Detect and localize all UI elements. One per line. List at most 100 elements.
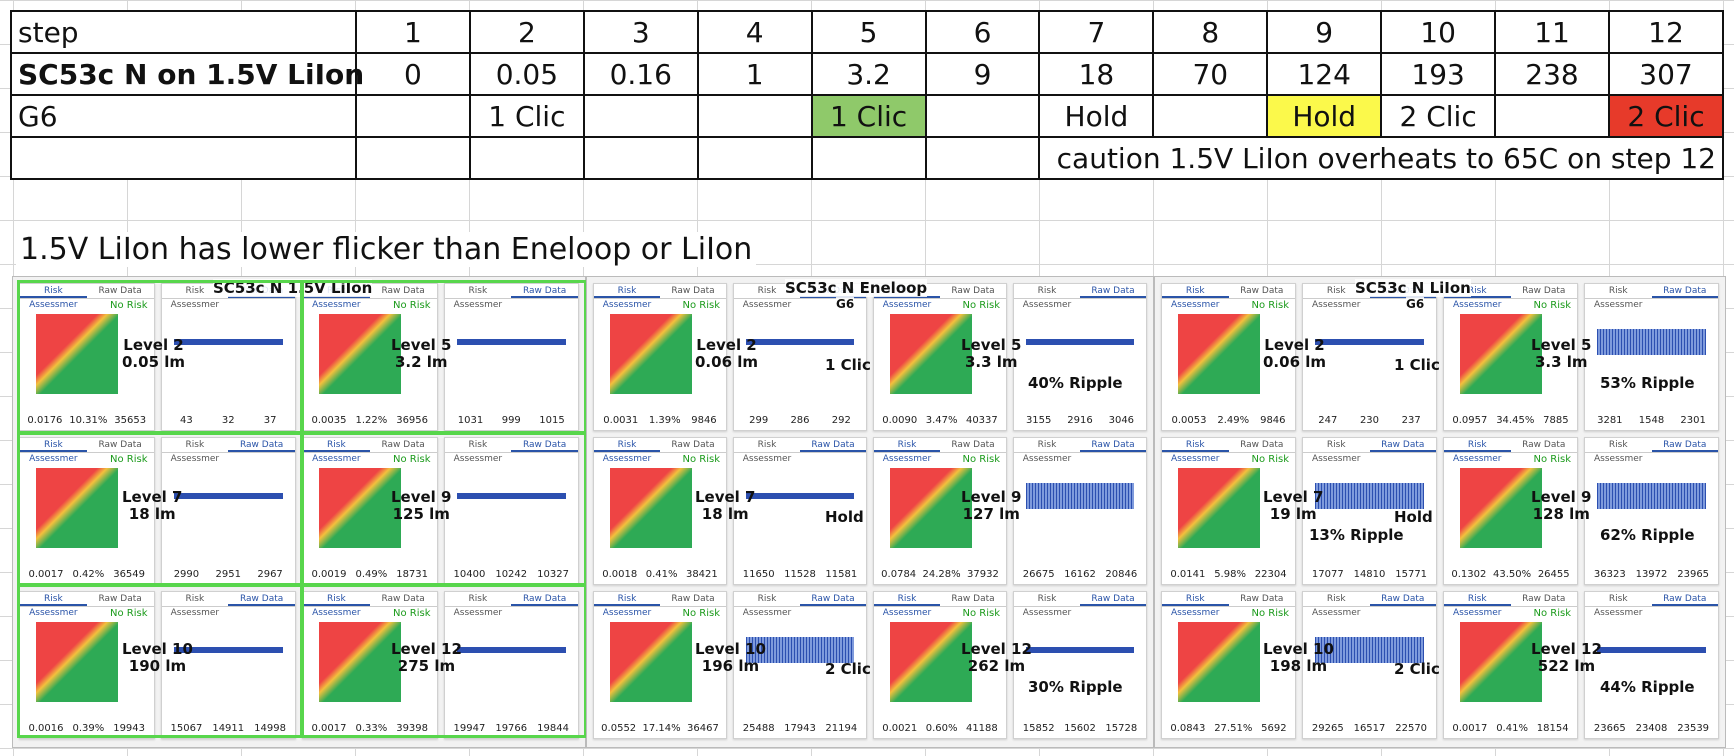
output-cell: 0.16 <box>582 52 699 96</box>
level-annotation: Level 7 18 lm <box>122 488 183 523</box>
stat-value: 0.0784 <box>881 569 917 580</box>
stat-value: 1031 <box>457 415 484 426</box>
stat-value: 32 <box>221 415 235 426</box>
stat-value: 22570 <box>1395 723 1428 734</box>
stat-value: 0.0141 <box>1170 569 1206 580</box>
caution-row: caution 1.5V LiIon overheats to 65C on s… <box>10 136 1724 180</box>
stat-value: 0.0176 <box>27 415 63 426</box>
stat-value: 22304 <box>1254 569 1287 580</box>
raw-data-shot: Risk Assessmer Raw Data 15852 15602 15728 <box>1013 591 1147 739</box>
tab-raw: Raw Data <box>1522 440 1566 450</box>
tab-bar: Risk Assessmer Raw Data <box>161 438 295 464</box>
flicker-panel: Risk Assessmer Raw Data No Risk 0.0031 1.39%… <box>586 276 1154 748</box>
tab-raw: Raw Data <box>1522 286 1566 296</box>
level-annotation: Level 12 262 lm <box>961 640 1032 675</box>
tab-risk: Risk Assessmer <box>453 440 503 464</box>
stat-value: 15852 <box>1022 723 1055 734</box>
no-risk-label: No Risk <box>109 300 148 311</box>
stat-values: 0.0053 2.49% 9846 <box>1166 415 1291 426</box>
stat-values: 299 286 292 <box>738 415 862 426</box>
raw-data-shot: Risk Assessmer Raw Data 25488 17943 21194 <box>733 591 867 739</box>
tab-bar: Risk Assessmer Raw Data <box>874 438 1006 464</box>
g6-cell: 2 Clic <box>1607 94 1725 138</box>
stat-value: 0.33% <box>355 723 388 734</box>
tab-bar: Risk Assessmer Raw Data <box>1585 284 1718 310</box>
level-annotation: Level 9 125 lm <box>391 488 452 523</box>
stat-value: 1015 <box>539 415 565 426</box>
waveform <box>1597 647 1706 653</box>
stat-values: 11650 11528 11581 <box>738 569 862 580</box>
tab-risk: Risk Assessmer <box>742 286 792 310</box>
stat-value: 999 <box>501 415 521 426</box>
risk-chart <box>610 622 692 702</box>
tab-risk: Risk Assessmer <box>742 440 792 464</box>
raw-data-shot: Risk Assessmer Raw Data 11650 11528 11581 <box>733 437 867 585</box>
raw-data-shot: Risk Assessmer Raw Data 3155 2916 3046 <box>1013 283 1147 431</box>
risk-assessment-shot: Risk Assessmer Raw Data No Risk 0.1302 43.50… <box>1443 437 1578 585</box>
stat-value: 23539 <box>1677 723 1710 734</box>
g6-cell: Hold <box>1266 94 1383 138</box>
flicker-note: 1.5V LiIon has lower flicker than Eneloo… <box>16 232 757 267</box>
tab-risk: Risk Assessmer <box>1162 438 1229 464</box>
step-cell: 12 <box>1607 10 1725 54</box>
stat-value: 1548 <box>1638 415 1665 426</box>
risk-chart <box>1460 468 1542 548</box>
stat-values: 15067 14911 14998 <box>166 723 292 734</box>
stat-value: 286 <box>790 415 810 426</box>
stat-values: 3281 1548 2301 <box>1589 415 1714 426</box>
tab-bar: Risk Assessmer Raw Data <box>303 438 437 464</box>
tab-bar: Risk Assessmer Raw Data <box>444 438 578 464</box>
tab-risk: Risk Assessmer <box>1022 440 1072 464</box>
g6-cell <box>1494 94 1610 138</box>
level-annotation: Level 12 522 lm <box>1531 640 1602 675</box>
stat-value: 11528 <box>784 569 816 580</box>
highlight-box <box>301 432 587 586</box>
stat-value: 0.42% <box>72 569 105 580</box>
stat-values: 0.0843 27.51% 5692 <box>1166 723 1291 734</box>
tab-raw: Raw Data <box>511 438 578 452</box>
tab-raw: Raw Data <box>511 592 578 606</box>
raw-data-shot: Risk Assessmer Raw Data 3281 1548 2301 <box>1584 283 1719 431</box>
stat-value: 17.14% <box>642 723 681 734</box>
stat-value: 19943 <box>113 723 146 734</box>
tab-bar: Risk Assessmer Raw Data <box>1014 592 1146 618</box>
tab-bar: Risk Assessmer Raw Data <box>1444 284 1577 310</box>
level-annotation: Level 12 275 lm <box>391 640 462 675</box>
tab-risk: Risk Assessmer <box>1312 594 1361 618</box>
level-annotation: Level 2 0.06 lm <box>695 336 759 371</box>
stat-values: 0.0176 10.31% 35653 <box>24 415 150 426</box>
stat-value: 18731 <box>396 569 429 580</box>
ripple-annotation: 30% Ripple <box>1028 678 1123 696</box>
stat-values: 23665 23408 23539 <box>1589 723 1714 734</box>
panel-subtitle: G6 <box>836 297 855 311</box>
no-risk-label: No Risk <box>1533 454 1571 465</box>
stat-value: 0.0016 <box>28 723 64 734</box>
stat-values: 26675 16162 20846 <box>1018 569 1142 580</box>
stat-value: 9846 <box>691 415 717 426</box>
stat-value: 26675 <box>1022 569 1055 580</box>
no-risk-label: No Risk <box>962 300 1000 311</box>
stat-values: 1031 999 1015 <box>449 415 575 426</box>
stat-value: 24.28% <box>922 569 961 580</box>
tab-risk: Risk Assessmer <box>1594 440 1643 464</box>
waveform <box>746 339 854 345</box>
stat-values: 2990 2951 2967 <box>166 569 292 580</box>
no-risk-label: No Risk <box>392 300 431 311</box>
stat-value: 0.0552 <box>601 723 637 734</box>
tab-risk: Risk Assessmer <box>1594 594 1643 618</box>
level-annotation: Level 9 127 lm <box>961 488 1022 523</box>
stat-value: 38421 <box>685 569 718 580</box>
stat-value: 10.31% <box>69 415 108 426</box>
risk-assessment-shot: Risk Assessmer Raw Data No Risk 0.0176 10.31… <box>19 283 155 431</box>
no-risk-label: No Risk <box>109 454 148 465</box>
ripple-annotation: 53% Ripple <box>1600 374 1695 392</box>
stat-value: 230 <box>1359 415 1380 426</box>
stat-value: 0.0018 <box>602 569 638 580</box>
raw-data-shot: Risk Assessmer Raw Data 26675 16162 20846 <box>1013 437 1147 585</box>
stat-values: 0.0018 0.41% 38421 <box>598 569 722 580</box>
stat-value: 0.39% <box>72 723 105 734</box>
tab-bar: Risk Assessmer Raw Data <box>594 284 726 310</box>
output-cell: 9 <box>924 52 1041 96</box>
tab-bar: Risk Assessmer Raw Data <box>1444 438 1577 464</box>
